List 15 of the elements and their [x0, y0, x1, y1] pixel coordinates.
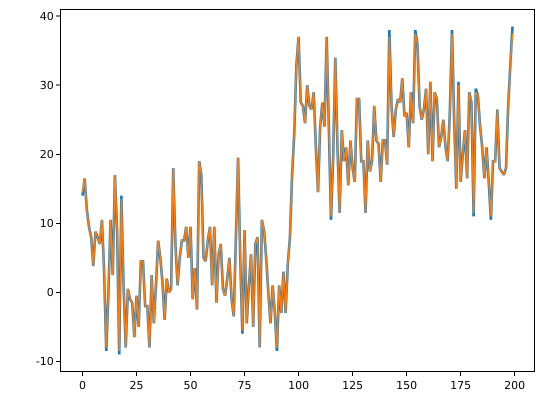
x-tick-label: 150 — [396, 379, 418, 392]
x-tick-label: 100 — [288, 379, 310, 392]
y-tick-label: 30 — [40, 79, 54, 92]
x-tick-label: 200 — [504, 379, 526, 392]
y-tick-label: 0 — [46, 286, 54, 300]
y-tick-label: -10 — [36, 355, 54, 368]
y-tick-label: 40 — [40, 10, 54, 24]
y-tick-label: 20 — [40, 148, 54, 162]
x-tick-label: 0 — [79, 379, 86, 392]
x-tick-label: 75 — [238, 379, 252, 392]
y-tick-label: 10 — [40, 217, 54, 230]
x-tick-label: 175 — [450, 379, 472, 392]
x-tick-label: 125 — [342, 379, 364, 392]
x-tick-label: 25 — [130, 379, 144, 392]
x-tick-label: 50 — [184, 379, 198, 392]
